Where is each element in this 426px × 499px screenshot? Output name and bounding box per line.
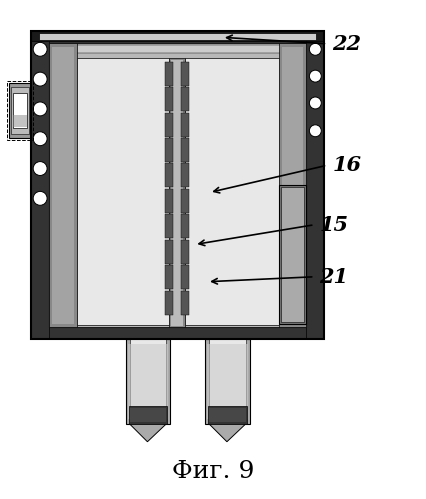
Bar	[185, 58, 278, 324]
Circle shape	[309, 97, 320, 109]
Bar	[13, 115, 27, 127]
Circle shape	[33, 102, 47, 116]
Bar	[31, 327, 323, 339]
Bar	[204, 339, 249, 424]
Bar	[207, 406, 246, 424]
Circle shape	[309, 125, 320, 137]
Polygon shape	[209, 424, 245, 442]
Bar	[49, 43, 77, 327]
Bar	[165, 189, 173, 213]
Circle shape	[33, 192, 47, 205]
Bar	[181, 290, 189, 314]
Circle shape	[33, 72, 47, 86]
Text: 21: 21	[319, 267, 348, 287]
Bar	[53, 45, 302, 53]
Bar	[181, 240, 189, 263]
Bar	[278, 186, 306, 323]
Bar	[278, 43, 306, 327]
Text: 16: 16	[331, 155, 360, 175]
Polygon shape	[129, 424, 166, 442]
Bar	[209, 339, 245, 424]
Bar	[165, 113, 173, 137]
Bar	[165, 138, 173, 162]
Bar	[165, 87, 173, 111]
Bar	[52, 47, 74, 323]
Bar	[9, 83, 31, 138]
Bar	[165, 215, 173, 239]
Bar	[310, 31, 323, 339]
Bar	[306, 31, 323, 339]
Text: Фиг. 9: Фиг. 9	[171, 460, 253, 483]
Text: 15: 15	[319, 215, 348, 235]
Circle shape	[33, 132, 47, 146]
Bar	[13, 93, 27, 128]
Bar	[181, 113, 189, 137]
Bar	[128, 406, 167, 424]
Bar	[31, 31, 323, 339]
Bar	[207, 344, 247, 419]
Bar	[7, 81, 33, 140]
Bar	[39, 33, 316, 40]
Bar	[49, 43, 306, 327]
Bar	[171, 60, 183, 325]
Bar	[165, 265, 173, 289]
Circle shape	[309, 43, 320, 55]
Bar	[31, 31, 45, 339]
Bar	[165, 240, 173, 263]
Bar	[31, 31, 323, 339]
Text: 22: 22	[331, 34, 360, 54]
Bar	[181, 265, 189, 289]
Bar	[12, 87, 29, 134]
Circle shape	[33, 162, 47, 176]
Bar	[181, 189, 189, 213]
Bar	[127, 344, 168, 419]
Bar	[49, 43, 306, 327]
Bar	[125, 339, 170, 424]
Circle shape	[33, 42, 47, 56]
Bar	[129, 339, 166, 424]
Bar	[165, 62, 173, 86]
Bar	[209, 408, 245, 422]
Bar	[165, 290, 173, 314]
Bar	[169, 58, 185, 327]
Bar	[77, 58, 169, 324]
Bar	[181, 62, 189, 86]
Bar	[31, 31, 323, 41]
Circle shape	[309, 70, 320, 82]
Bar	[281, 47, 303, 323]
Bar	[280, 188, 304, 321]
Bar	[52, 47, 74, 323]
Bar	[181, 164, 189, 188]
Bar	[181, 87, 189, 111]
Bar	[31, 31, 49, 339]
Bar	[129, 408, 166, 422]
Bar	[281, 47, 303, 323]
Bar	[165, 164, 173, 188]
Bar	[31, 31, 323, 43]
Bar	[181, 215, 189, 239]
Bar	[181, 138, 189, 162]
